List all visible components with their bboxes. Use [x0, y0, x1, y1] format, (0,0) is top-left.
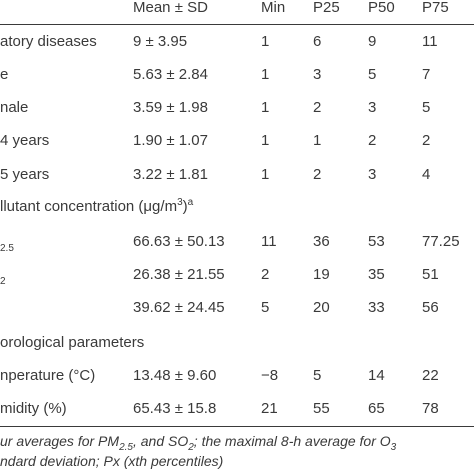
row-p50: 3: [368, 99, 377, 116]
row-min: 11: [261, 233, 277, 250]
row-p50: 35: [368, 266, 385, 283]
row-label: 4 years: [0, 132, 50, 149]
row-label: midity (%): [0, 400, 67, 417]
row-p75: 77.25: [422, 233, 460, 250]
row-min: 21: [261, 400, 278, 417]
row-p75: 51: [422, 266, 439, 283]
row-label-subscript: 2.5: [0, 243, 14, 254]
row-mean: 66.63 ± 50.13: [133, 233, 225, 250]
row-p25: 6: [313, 33, 322, 50]
footnote-line-2: ndard deviation; Px (xth percentiles): [0, 453, 224, 469]
footnote-text: ; the maximal 8-h average for O: [193, 433, 391, 449]
row-p25: 1: [313, 132, 322, 149]
section-pollutant-text: llutant concentration (μg/m: [0, 198, 178, 215]
row-mean: 39.62 ± 24.45: [133, 299, 225, 316]
row-p75: 56: [422, 299, 439, 316]
row-p75: 5: [422, 99, 431, 116]
row-mean: 3.59 ± 1.98: [133, 99, 208, 116]
row-label-subscript: 2: [0, 276, 6, 287]
header-p75: P75: [422, 0, 449, 16]
row-label: atory diseases: [0, 33, 97, 50]
row-min: 5: [261, 299, 270, 316]
row-p25: 2: [313, 166, 322, 183]
row-mean: 13.48 ± 9.60: [133, 367, 217, 384]
row-mean: 1.90 ± 1.07: [133, 132, 208, 149]
header-mean-sd: Mean ± SD: [133, 0, 208, 16]
footnote-mark: a: [187, 197, 194, 208]
row-min: 1: [261, 33, 270, 50]
row-p25: 3: [313, 66, 322, 83]
header-rule: [0, 24, 474, 25]
row-p75: 7: [422, 66, 431, 83]
footnote-subscript: 2.5: [119, 441, 133, 453]
section-pollutant-close: ): [182, 198, 188, 215]
header-min: Min: [261, 0, 286, 16]
row-p25: 5: [313, 367, 322, 384]
row-p75: 11: [422, 33, 438, 50]
row-p50: 33: [368, 299, 385, 316]
row-label: nale: [0, 99, 29, 116]
row-p25: 36: [313, 233, 330, 250]
row-p75: 4: [422, 166, 431, 183]
footnote-subscript: 2: [188, 441, 194, 453]
row-mean: 9 ± 3.95: [133, 33, 188, 50]
row-min: 1: [261, 132, 270, 149]
row-min: 1: [261, 66, 270, 83]
section-meteo-heading: orological parameters: [0, 334, 145, 351]
table-bottom-rule: [0, 426, 474, 427]
footnote-text: ur averages for PM: [0, 433, 120, 449]
row-mean: 26.38 ± 21.55: [133, 266, 225, 283]
section-pollutant-heading: llutant concentration (μg/m3)a: [0, 198, 193, 216]
footnote-text: , and SO: [132, 433, 189, 449]
row-mean: 3.22 ± 1.81: [133, 166, 208, 183]
row-p25: 55: [313, 400, 330, 417]
row-p25: 19: [313, 266, 330, 283]
row-p50: 9: [368, 33, 377, 50]
row-p50: 2: [368, 132, 377, 149]
row-p25: 20: [313, 299, 330, 316]
row-p50: 5: [368, 66, 377, 83]
row-label: 2: [0, 267, 6, 287]
row-mean: 65.43 ± 15.8: [133, 400, 217, 417]
row-p75: 78: [422, 400, 439, 417]
row-min: −8: [261, 367, 279, 384]
footnote-subscript: 3: [390, 441, 397, 453]
row-p50: 14: [368, 367, 385, 384]
row-p75: 2: [422, 132, 431, 149]
row-p50: 53: [368, 233, 385, 250]
row-p25: 2: [313, 99, 322, 116]
row-p75: 22: [422, 367, 439, 384]
header-p50: P50: [368, 0, 395, 16]
unit-exponent: 3: [177, 197, 183, 208]
row-label: 2.5: [0, 234, 14, 254]
row-p50: 65: [368, 400, 385, 417]
row-label: nperature (°C): [0, 367, 96, 384]
header-p25: P25: [313, 0, 340, 16]
row-min: 1: [261, 99, 270, 116]
row-p50: 3: [368, 166, 377, 183]
row-mean: 5.63 ± 2.84: [133, 66, 208, 83]
row-min: 2: [261, 266, 270, 283]
row-label: e: [0, 66, 9, 83]
row-min: 1: [261, 166, 270, 183]
footnote-line-1: ur averages for PM2.5, and SO2; the maxi…: [0, 433, 397, 453]
row-label: 5 years: [0, 166, 50, 183]
